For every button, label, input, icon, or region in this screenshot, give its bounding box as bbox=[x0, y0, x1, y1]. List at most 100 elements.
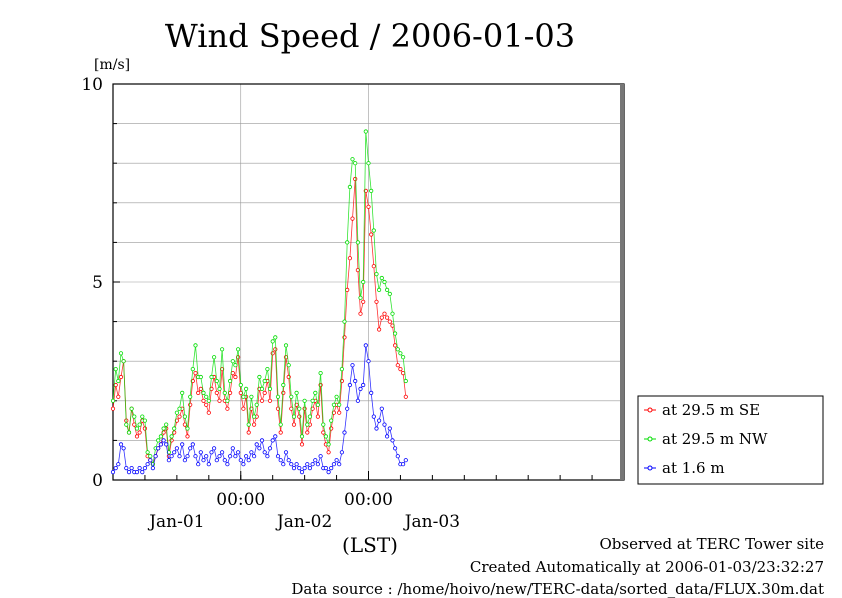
data-point bbox=[116, 394, 121, 399]
data-point bbox=[220, 450, 225, 455]
data-point bbox=[369, 232, 374, 237]
data-point bbox=[289, 462, 294, 467]
data-point bbox=[228, 378, 233, 384]
x-axis-ticks: 00:00 00:00 Jan-01 Jan-02 Jan-03 bbox=[144, 471, 593, 532]
data-point bbox=[134, 469, 140, 475]
data-point bbox=[182, 458, 187, 463]
data-point bbox=[342, 319, 347, 324]
data-point bbox=[374, 271, 379, 277]
data-point bbox=[403, 458, 408, 463]
data-point bbox=[347, 382, 352, 388]
data-point bbox=[156, 438, 161, 443]
data-point bbox=[392, 446, 398, 451]
data-point bbox=[337, 462, 342, 467]
data-point bbox=[206, 398, 211, 403]
data-point bbox=[116, 378, 121, 384]
x-day-label: Jan-01 bbox=[147, 512, 204, 532]
legend-marker bbox=[647, 436, 653, 442]
data-point bbox=[198, 386, 203, 391]
data-point bbox=[188, 446, 193, 451]
data-point bbox=[225, 406, 230, 411]
data-point bbox=[238, 382, 243, 388]
data-point bbox=[249, 394, 254, 399]
data-point bbox=[254, 442, 259, 447]
data-point bbox=[209, 450, 214, 455]
data-point bbox=[337, 402, 342, 407]
data-point bbox=[400, 462, 406, 467]
data-point bbox=[134, 434, 140, 439]
legend-marker bbox=[647, 407, 653, 413]
data-point bbox=[204, 402, 209, 407]
data-point bbox=[169, 454, 174, 459]
data-point bbox=[233, 363, 238, 368]
data-point bbox=[259, 386, 265, 391]
data-point bbox=[190, 442, 195, 447]
data-point bbox=[353, 161, 358, 166]
data-point bbox=[214, 458, 219, 463]
data-point bbox=[353, 176, 358, 182]
data-point bbox=[161, 438, 166, 443]
data-point bbox=[369, 390, 374, 395]
data-point bbox=[281, 382, 286, 388]
data-point bbox=[259, 438, 265, 443]
data-point bbox=[376, 287, 382, 292]
data-point bbox=[299, 469, 305, 475]
data-point bbox=[379, 275, 384, 281]
data-point bbox=[212, 446, 217, 451]
data-point bbox=[113, 366, 118, 372]
legend: at 29.5 m SE at 29.5 m NW at 1.6 m bbox=[637, 395, 824, 485]
chart-title: Wind Speed / 2006-01-03 bbox=[165, 17, 575, 55]
data-point bbox=[310, 462, 315, 467]
y-axis-label: [m/s] bbox=[94, 57, 130, 73]
data-point bbox=[278, 458, 283, 463]
data-point bbox=[124, 465, 129, 471]
data-point bbox=[398, 366, 403, 372]
data-point bbox=[313, 390, 318, 395]
data-point bbox=[198, 374, 203, 380]
data-point bbox=[270, 438, 275, 443]
data-point bbox=[281, 462, 286, 467]
data-point bbox=[371, 264, 376, 269]
data-point bbox=[182, 414, 187, 419]
data-point bbox=[315, 402, 320, 407]
data-point bbox=[113, 465, 118, 471]
y-tick-label: 5 bbox=[92, 273, 103, 293]
data-point bbox=[129, 406, 134, 411]
data-point bbox=[252, 422, 257, 427]
data-point bbox=[376, 327, 382, 332]
data-point bbox=[361, 299, 366, 304]
data-point bbox=[190, 366, 195, 372]
data-point bbox=[116, 462, 121, 467]
data-point bbox=[358, 295, 363, 300]
data-point bbox=[283, 343, 289, 348]
data-point bbox=[395, 363, 400, 368]
data-point bbox=[273, 335, 278, 340]
data-point bbox=[350, 157, 355, 162]
data-point bbox=[118, 442, 124, 447]
data-point bbox=[259, 398, 265, 403]
data-point bbox=[188, 394, 193, 399]
data-point bbox=[310, 398, 315, 403]
data-point bbox=[374, 299, 379, 304]
x-tick-label: 00:00 bbox=[344, 490, 393, 510]
data-point bbox=[382, 279, 387, 285]
data-point bbox=[369, 188, 374, 193]
data-point bbox=[265, 454, 270, 459]
data-point bbox=[140, 414, 145, 419]
data-point bbox=[382, 311, 387, 316]
data-point bbox=[379, 315, 384, 320]
data-point bbox=[257, 374, 262, 380]
data-point bbox=[278, 422, 283, 427]
series-2 bbox=[110, 129, 408, 467]
data-point bbox=[337, 410, 342, 415]
data-point bbox=[267, 386, 273, 391]
data-point bbox=[142, 426, 147, 431]
data-point bbox=[302, 398, 307, 403]
data-point bbox=[286, 458, 291, 463]
data-point bbox=[142, 418, 147, 423]
data-point bbox=[244, 454, 249, 459]
data-point bbox=[156, 446, 161, 451]
data-point bbox=[204, 394, 209, 399]
data-point bbox=[164, 422, 169, 427]
data-point bbox=[233, 374, 238, 380]
